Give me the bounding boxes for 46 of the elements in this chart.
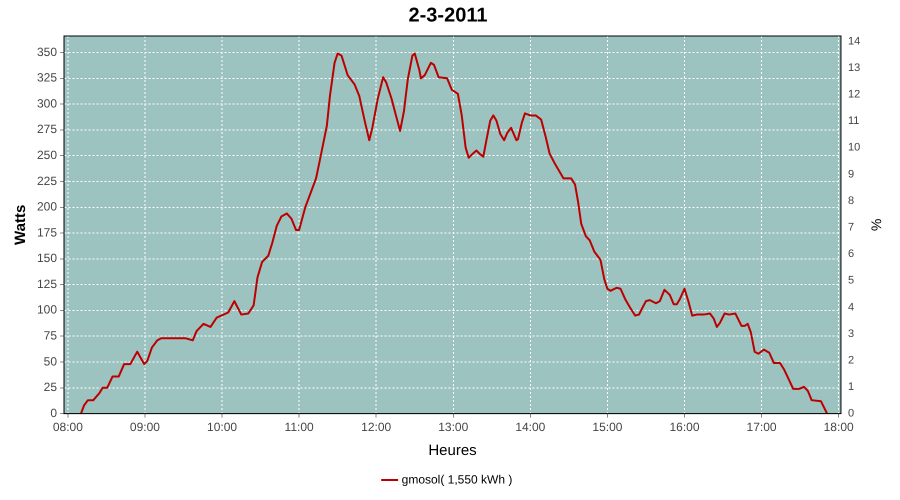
x-tick-label: 15:00 xyxy=(592,420,623,434)
y-tick-label: 275 xyxy=(36,122,58,136)
y-tick-label: 25 xyxy=(44,380,58,394)
x-tick-label: 17:00 xyxy=(746,420,777,434)
y2-tick-label: 7 xyxy=(848,221,854,234)
y2-tick-label: 5 xyxy=(848,274,854,287)
x-tick-label: 08:00 xyxy=(52,420,84,434)
y-tick-label: 75 xyxy=(44,328,58,343)
y-tick-label: 325 xyxy=(36,70,58,85)
y-tick-label: 350 xyxy=(36,44,58,59)
y2-tick-label: 6 xyxy=(848,248,854,260)
x-tick-label: 11:00 xyxy=(284,420,314,434)
y-tick-label: 0 xyxy=(50,406,58,420)
x-tick-label: 10:00 xyxy=(207,420,238,434)
y-tick-label: 100 xyxy=(36,302,58,317)
x-tick-label: 14:00 xyxy=(515,420,546,434)
y2-axis-title: % xyxy=(868,218,885,232)
x-tick-label: 16:00 xyxy=(669,420,700,434)
x-tick-label: 09:00 xyxy=(130,420,160,434)
y2-tick-label: 13 xyxy=(848,62,860,74)
y2-tick-label: 10 xyxy=(848,142,860,154)
y2-tick-label: 2 xyxy=(848,354,854,366)
y2-tick-label: 4 xyxy=(848,301,854,314)
y-tick-label: 200 xyxy=(36,200,58,214)
y2-tick-label: 14 xyxy=(848,35,860,48)
y2-tick-label: 3 xyxy=(848,328,854,340)
y2-tick-label: 12 xyxy=(848,88,860,101)
chart-title: 2-3-2011 xyxy=(408,4,488,27)
x-tick-label: 12:00 xyxy=(361,420,392,434)
y-tick-label: 250 xyxy=(36,148,58,162)
x-axis-title: Heures xyxy=(428,442,477,460)
y-tick-label: 150 xyxy=(36,251,58,266)
y-tick-label: 125 xyxy=(36,276,58,291)
x-tick-label: 13:00 xyxy=(438,420,469,434)
y-tick-label: 175 xyxy=(36,225,58,240)
y-axis-title: Watts xyxy=(12,204,30,245)
legend-label: gmosol( 1,550 kWh ) xyxy=(402,472,512,486)
y2-tick-label: 8 xyxy=(848,194,854,207)
y2-tick-label: 0 xyxy=(848,408,854,420)
y2-tick-label: 1 xyxy=(848,381,854,394)
x-tick-label: 18:00 xyxy=(824,420,854,434)
y2-tick-label: 11 xyxy=(848,115,860,128)
y-tick-label: 225 xyxy=(36,174,58,188)
y-tick-label: 50 xyxy=(44,354,58,368)
y2-tick-label: 9 xyxy=(848,168,854,180)
y-tick-label: 300 xyxy=(36,96,58,110)
